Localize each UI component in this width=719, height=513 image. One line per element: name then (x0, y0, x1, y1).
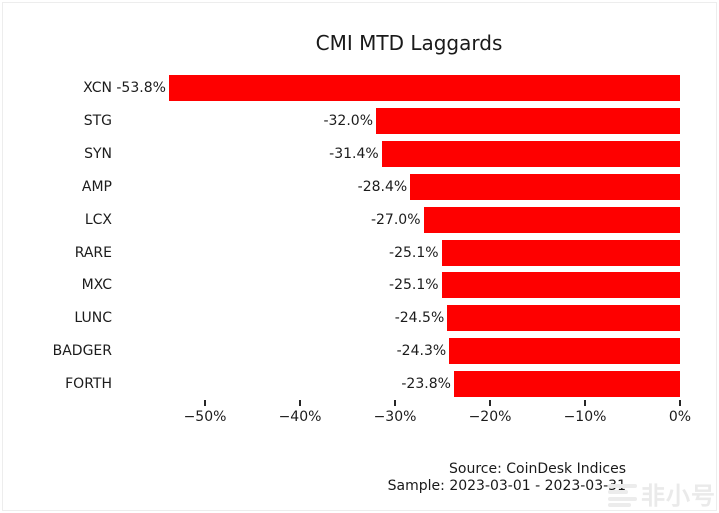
category-label: LUNC (74, 310, 112, 327)
x-tick-mark (204, 400, 206, 406)
source-note: Source: CoinDesk Indices (449, 461, 626, 477)
watermark: 非小号 (608, 483, 716, 508)
bar (441, 239, 680, 266)
bar-value-label: -53.8% (116, 80, 166, 96)
x-tick-mark (489, 400, 491, 406)
bar (447, 305, 680, 332)
x-tick-label: −30% (373, 409, 417, 425)
bar-value-label: -28.4% (357, 178, 408, 195)
feixiaohao-logo-icon (608, 483, 637, 508)
chart-title: CMI MTD Laggards (315, 31, 503, 55)
x-tick-label: −50% (183, 409, 227, 425)
x-tick-mark (679, 400, 681, 406)
bar (449, 338, 680, 365)
x-tick-mark (299, 400, 301, 406)
category-label: XCN (83, 80, 112, 96)
watermark-text: 非小号 (641, 481, 716, 510)
category-label: RARE (74, 244, 112, 261)
bar-value-label: -25.1% (389, 244, 439, 261)
bar-value-label: -24.3% (396, 343, 447, 360)
x-tick-mark (584, 400, 586, 406)
x-tick-label: −10% (563, 409, 607, 425)
bar (168, 75, 680, 101)
bar (423, 206, 680, 233)
category-label: FORTH (65, 376, 112, 393)
x-tick-label: −40% (278, 409, 322, 425)
sample-note: Sample: 2023-03-01 - 2023-03-31 (387, 478, 626, 494)
bar (453, 371, 680, 398)
bar-value-label: -31.4% (329, 145, 379, 162)
bar-value-label: -27.0% (370, 211, 421, 228)
bar-value-label: -25.1% (389, 277, 439, 294)
category-label: AMP (81, 178, 112, 195)
bar-value-label: -32.0% (323, 112, 373, 129)
category-label: BADGER (52, 343, 112, 360)
bar (441, 272, 680, 299)
bar (376, 107, 680, 134)
bar (410, 173, 680, 200)
category-label: STG (83, 112, 112, 129)
category-label: MXC (81, 277, 112, 294)
bar-value-label: -24.5% (394, 310, 445, 327)
category-label: LCX (84, 211, 112, 228)
category-label: SYN (84, 145, 112, 162)
bar-value-label: -23.8% (401, 376, 451, 393)
x-tick-label: −20% (468, 409, 512, 425)
x-tick-label: 0% (668, 409, 692, 425)
footer-note: Source: CoinDesk Indices Sample: 2023-03… (388, 461, 626, 495)
x-tick-mark (394, 400, 396, 406)
bar (381, 140, 680, 167)
